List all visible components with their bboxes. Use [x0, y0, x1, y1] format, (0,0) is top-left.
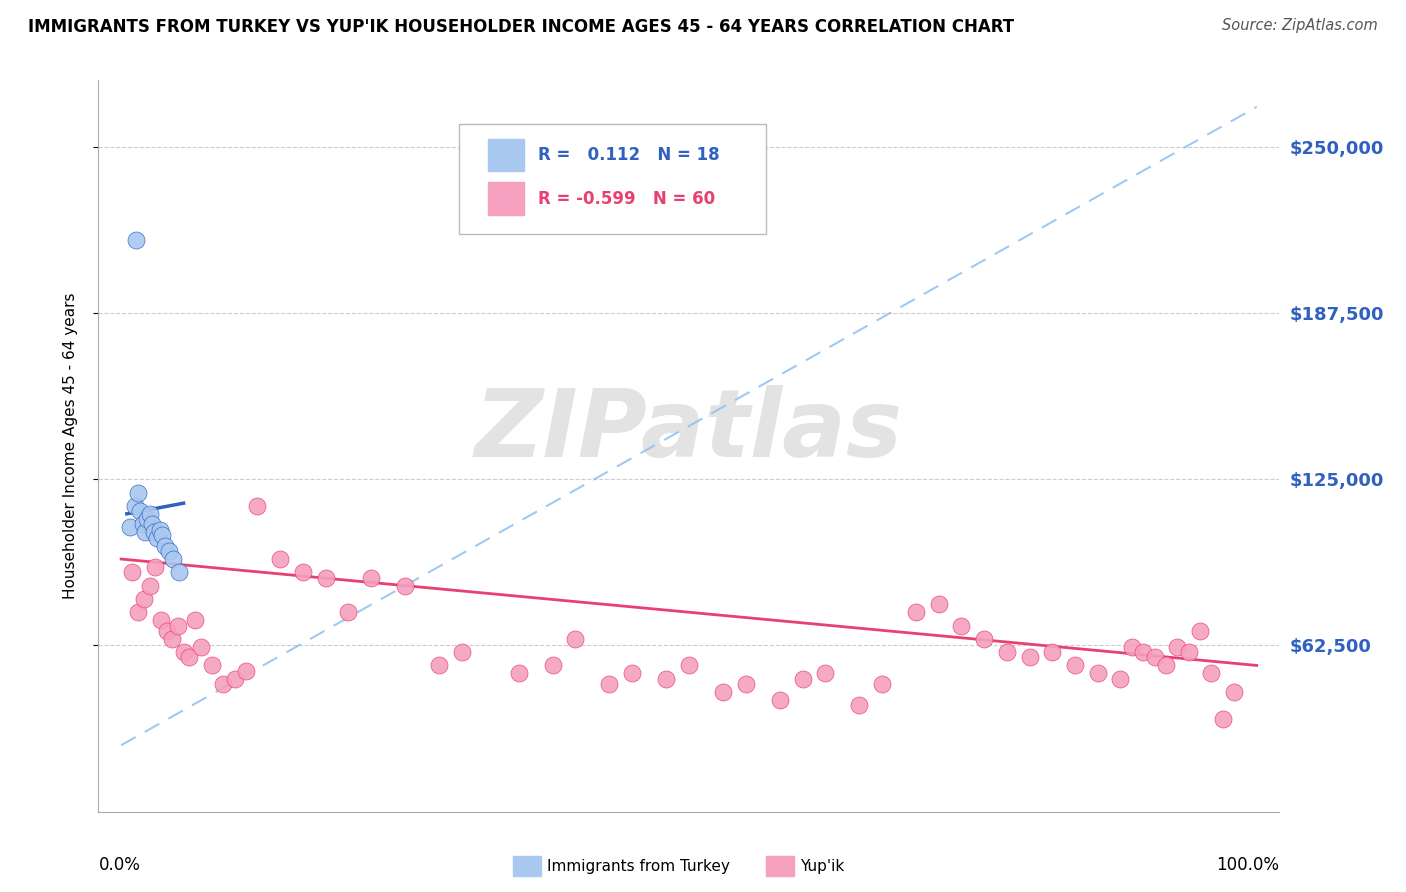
Point: [655, 672, 678, 686]
Text: 0.0%: 0.0%: [98, 855, 141, 873]
Point: [127, 605, 149, 619]
Text: ZIPatlas: ZIPatlas: [475, 385, 903, 477]
Point: [167, 566, 190, 580]
Text: R =   0.112   N = 18: R = 0.112 N = 18: [537, 146, 720, 164]
Point: [1188, 624, 1211, 638]
Point: [1177, 645, 1199, 659]
Point: [179, 650, 201, 665]
Point: [315, 571, 337, 585]
Text: R = -0.599   N = 60: R = -0.599 N = 60: [537, 190, 714, 208]
Point: [129, 504, 152, 518]
Point: [427, 658, 450, 673]
Point: [711, 685, 734, 699]
Point: [1143, 650, 1166, 665]
Bar: [488, 182, 523, 215]
Text: Yup'ik: Yup'ik: [800, 859, 844, 873]
Point: [973, 632, 995, 646]
Point: [848, 698, 870, 713]
Text: 100.0%: 100.0%: [1216, 855, 1279, 873]
Point: [143, 525, 166, 540]
Point: [870, 677, 893, 691]
Point: [134, 525, 156, 540]
Point: [360, 571, 382, 585]
Point: [235, 664, 257, 678]
Point: [146, 531, 169, 545]
Point: [124, 499, 146, 513]
Point: [950, 618, 973, 632]
Point: [141, 517, 163, 532]
Point: [814, 666, 837, 681]
Point: [157, 544, 180, 558]
Point: [143, 560, 166, 574]
Point: [149, 613, 172, 627]
Point: [136, 512, 159, 526]
Point: [162, 632, 183, 646]
Point: [121, 566, 143, 580]
Point: [132, 591, 155, 606]
Point: [190, 640, 212, 654]
Point: [212, 677, 235, 691]
Point: [184, 613, 207, 627]
Point: [1109, 672, 1132, 686]
Point: [1121, 640, 1143, 654]
Text: Source: ZipAtlas.com: Source: ZipAtlas.com: [1222, 18, 1378, 33]
Point: [1087, 666, 1109, 681]
Point: [167, 618, 190, 632]
Y-axis label: Householder Income Ages 45 - 64 years: Householder Income Ages 45 - 64 years: [63, 293, 77, 599]
Point: [132, 517, 155, 532]
Point: [149, 523, 172, 537]
Point: [678, 658, 700, 673]
Point: [905, 605, 928, 619]
Point: [1201, 666, 1223, 681]
Point: [120, 520, 142, 534]
Point: [125, 233, 148, 247]
Point: [162, 552, 184, 566]
Point: [394, 579, 416, 593]
Point: [138, 579, 160, 593]
Point: [1018, 650, 1040, 665]
Point: [224, 672, 246, 686]
Point: [995, 645, 1018, 659]
Text: IMMIGRANTS FROM TURKEY VS YUP'IK HOUSEHOLDER INCOME AGES 45 - 64 YEARS CORRELATI: IMMIGRANTS FROM TURKEY VS YUP'IK HOUSEHO…: [28, 18, 1014, 36]
Point: [508, 666, 530, 681]
Point: [1223, 685, 1246, 699]
Point: [1064, 658, 1087, 673]
Point: [1132, 645, 1154, 659]
Point: [155, 624, 177, 638]
Point: [621, 666, 644, 681]
Point: [541, 658, 564, 673]
Point: [1154, 658, 1177, 673]
Point: [1040, 645, 1063, 659]
Point: [769, 693, 792, 707]
Point: [127, 485, 149, 500]
Point: [138, 507, 160, 521]
Point: [246, 499, 269, 513]
Point: [269, 552, 291, 566]
Text: Immigrants from Turkey: Immigrants from Turkey: [547, 859, 730, 873]
Point: [155, 539, 177, 553]
Point: [291, 566, 314, 580]
Point: [564, 632, 586, 646]
Point: [337, 605, 360, 619]
Point: [450, 645, 472, 659]
Bar: [488, 138, 523, 171]
Point: [1212, 712, 1234, 726]
Point: [928, 597, 950, 611]
Point: [792, 672, 814, 686]
Point: [150, 528, 173, 542]
Point: [598, 677, 620, 691]
Point: [173, 645, 195, 659]
FancyBboxPatch shape: [458, 124, 766, 234]
Point: [734, 677, 756, 691]
Point: [1166, 640, 1188, 654]
Point: [201, 658, 224, 673]
